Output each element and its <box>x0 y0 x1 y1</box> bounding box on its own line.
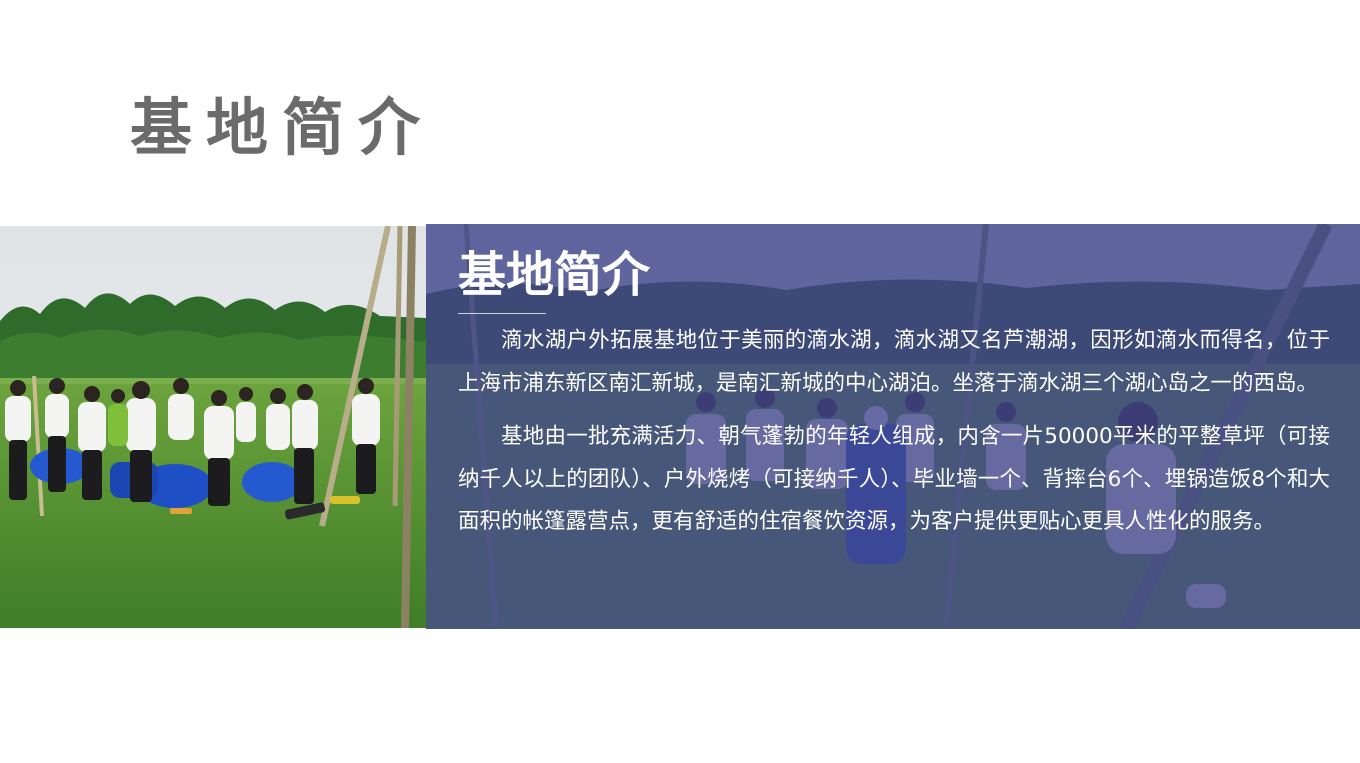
intro-paragraph-2: 基地由一批充满活力、朝气蓬勃的年轻人组成，内含一片50000平米的平整草坪（可接… <box>458 416 1330 544</box>
panel-heading: 基地简介 <box>458 244 650 306</box>
page-title: 基地简介 <box>130 88 434 168</box>
intro-paragraph-1: 滴水湖户外拓展基地位于美丽的滴水湖，滴水湖又名芦潮湖，因形如滴水而得名，位于上海… <box>458 320 1330 405</box>
intro-panel: 基地简介 滴水湖户外拓展基地位于美丽的滴水湖，滴水湖又名芦潮湖，因形如滴水而得名… <box>426 224 1360 629</box>
heading-underline <box>458 313 546 314</box>
intro-text: 滴水湖户外拓展基地位于美丽的滴水湖，滴水湖又名芦潮湖，因形如滴水而得名，位于上海… <box>458 320 1330 555</box>
team-building-photo-illustration <box>0 226 426 628</box>
team-building-photo <box>0 226 426 628</box>
